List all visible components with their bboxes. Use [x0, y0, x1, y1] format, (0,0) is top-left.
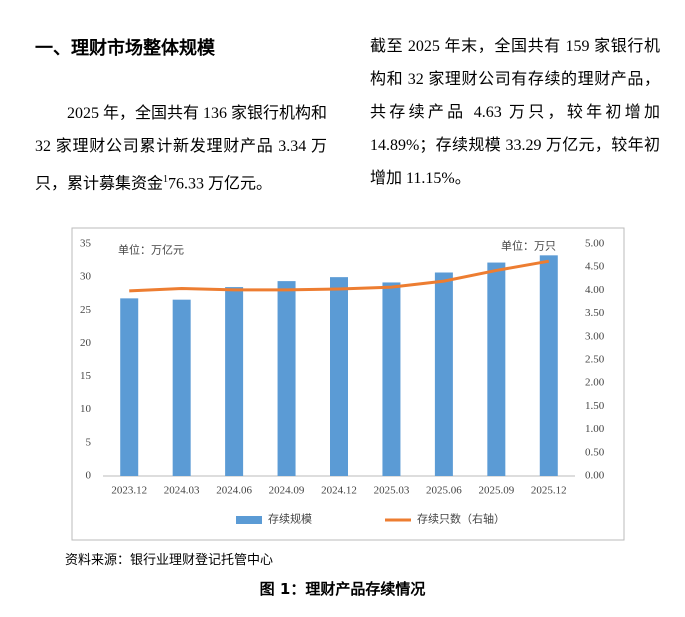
- bar: [434, 272, 453, 476]
- footnote-mark: 1: [163, 174, 169, 185]
- y2-tick-label: 3.50: [585, 307, 605, 319]
- y-tick-label: 5: [86, 436, 92, 448]
- y2-tick-label: 4.00: [585, 284, 605, 296]
- bar: [277, 281, 296, 476]
- source: 资料来源：银行业理财登记托管中心: [65, 553, 274, 568]
- y-tick-label: 10: [80, 403, 92, 415]
- y2-unit: 单位：万只: [501, 239, 556, 253]
- paragraph: 2025 年，全国共有 136 家银行机构和 32 家理财公司累计新发理财产品 …: [35, 97, 327, 200]
- bar: [172, 299, 191, 476]
- y-tick-label: 25: [80, 304, 92, 316]
- bar: [487, 262, 506, 476]
- y2-tick-label: 4.50: [585, 261, 605, 273]
- y2-tick-label: 0.00: [585, 470, 605, 482]
- x-tick-label: 2024.06: [216, 485, 252, 497]
- x-tick-label: 2023.12: [111, 485, 147, 497]
- bar: [225, 287, 244, 476]
- paragraph: 截至 2025 年末，全国共有 159 家银行机构和 32 家理财公司有存续的理…: [370, 38, 660, 187]
- bar: [539, 255, 558, 476]
- y-tick-label: 0: [86, 470, 92, 482]
- legend-label: 存续只数（右轴）: [417, 512, 505, 526]
- bar: [382, 282, 401, 476]
- y-tick-label: 15: [80, 370, 92, 382]
- line-series: [129, 259, 550, 293]
- text: 76.33 万亿元。: [168, 175, 273, 193]
- text: 2025 年，全国共有 136 家银行机构和 32 家理财公司累计新发理财产品 …: [35, 105, 328, 193]
- legend-swatch: [236, 516, 262, 524]
- heading: 一、理财市场整体规模: [35, 38, 215, 59]
- y2-tick-label: 0.50: [585, 446, 605, 458]
- x-tick-label: 2025.06: [426, 485, 462, 497]
- bar: [120, 298, 139, 476]
- legend-label: 存续规模: [268, 512, 312, 526]
- y-tick-label: 35: [80, 238, 92, 250]
- y2-tick-label: 2.50: [585, 354, 605, 366]
- y2-tick-label: 5.00: [585, 238, 605, 250]
- y-unit: 单位：万亿元: [118, 243, 184, 257]
- chart-frame: [71, 227, 625, 541]
- x-tick-label: 2025.09: [478, 485, 514, 497]
- caption: 图 1：理财产品存续情况: [259, 580, 426, 598]
- y-tick-label: 20: [80, 337, 92, 349]
- y-tick-label: 30: [80, 271, 92, 283]
- x-tick-label: 2025.12: [531, 485, 567, 497]
- y2-tick-label: 1.50: [585, 400, 605, 412]
- x-tick-label: 2024.09: [269, 485, 305, 497]
- y2-tick-label: 2.00: [585, 377, 605, 389]
- y2-tick-label: 3.00: [585, 330, 605, 342]
- x-tick-label: 2025.03: [374, 485, 410, 497]
- bar: [330, 277, 348, 476]
- x-tick-label: 2024.12: [321, 485, 357, 497]
- x-tick-label: 2024.03: [164, 485, 200, 497]
- y2-tick-label: 1.00: [585, 423, 605, 435]
